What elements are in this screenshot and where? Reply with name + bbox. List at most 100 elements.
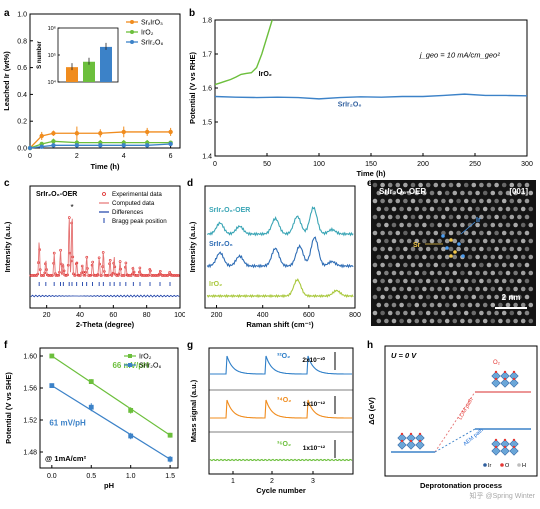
x-tick-label: 20 [43, 312, 51, 319]
atom-column [482, 238, 488, 244]
atom-column [520, 318, 526, 324]
atom-column [410, 262, 416, 268]
condition-note: @ 1mA/cm² [45, 454, 87, 463]
legend-marker [130, 30, 134, 34]
atom-column [467, 302, 473, 308]
series-line [210, 355, 352, 375]
atom-column [524, 198, 530, 204]
atom-column [501, 294, 507, 300]
atom-column [376, 206, 382, 212]
atom-column [410, 214, 416, 220]
atom-column [505, 238, 511, 244]
y-tick-label: 1.8 [202, 18, 212, 25]
legend-label: IrO₂ [141, 30, 154, 37]
atom-column [482, 206, 488, 212]
atom-column [422, 222, 427, 228]
oxygen-atom [503, 370, 507, 374]
atom-column [471, 246, 477, 252]
atom-column [387, 262, 393, 268]
atom-column [460, 238, 465, 244]
atom-column [456, 246, 461, 252]
atom-column [444, 206, 450, 212]
atom-column [441, 230, 446, 236]
atom-column [520, 222, 526, 228]
atom-column [486, 198, 492, 204]
y-tick-label: 1.6 [202, 86, 212, 93]
data-point [51, 139, 56, 144]
experimental-point [164, 274, 168, 277]
atom-column [448, 262, 454, 268]
atom-column [448, 198, 454, 204]
lom-structure [491, 371, 501, 381]
plot-frame [208, 347, 354, 475]
atom-column [406, 238, 412, 244]
atom-column [524, 214, 530, 220]
atom-column [403, 278, 408, 284]
atom-column [429, 238, 435, 244]
atom-column [524, 262, 530, 268]
atom-column [505, 302, 511, 308]
atom-column [437, 270, 442, 276]
atom-column [482, 222, 488, 228]
legend-label: Bragg peak position [112, 218, 167, 225]
atom-column [410, 310, 416, 316]
atom-column [513, 238, 518, 244]
atom-column [437, 206, 442, 212]
atom-column [452, 286, 458, 292]
scale-label: 1x10⁻¹² [303, 445, 326, 452]
atom-column [452, 318, 458, 324]
oxygen-atom [494, 445, 498, 449]
plot-frame [39, 347, 179, 469]
atom-column [513, 270, 518, 276]
atom-column [452, 206, 458, 212]
data-point [168, 141, 173, 147]
series-label: SrIr₂O₆ [209, 241, 233, 248]
oxygen-atom [512, 438, 516, 442]
x-tick-label: 2 [270, 478, 274, 485]
y-tick-label: 1.48 [23, 450, 37, 457]
atom-column [414, 238, 420, 244]
x-tick-label: 60 [109, 312, 117, 319]
atom-column [475, 254, 480, 260]
atom-column [513, 222, 518, 228]
x-axis-label: Cycle number [256, 486, 306, 495]
atom-column [517, 230, 522, 236]
x-tick-label: 1.5 [165, 473, 175, 480]
atom-column [429, 270, 435, 276]
atom-column [444, 190, 450, 196]
oxygen-atom [409, 432, 413, 436]
atom-column [471, 198, 477, 204]
atom-column [429, 302, 435, 308]
atom-column [509, 310, 515, 316]
atom-column [460, 318, 465, 324]
atom-column [463, 182, 469, 188]
legend-marker [483, 463, 487, 467]
atom-column [463, 310, 469, 316]
legend-label: Computed data [112, 200, 155, 207]
atom-column [494, 278, 499, 284]
atom-column [494, 294, 499, 300]
atom-column [520, 206, 526, 212]
atom-column [399, 302, 404, 308]
data-point [74, 131, 80, 136]
legend-label: Ir [488, 463, 492, 469]
atom-column [463, 262, 469, 268]
atom-column [433, 182, 439, 188]
atom-column [513, 206, 518, 212]
atom-column [452, 270, 458, 276]
data-point [98, 131, 103, 136]
atom-column [501, 214, 507, 220]
atom-column [479, 246, 484, 252]
atom-column [384, 190, 389, 196]
atom-column [372, 278, 378, 284]
experimental-point [51, 274, 54, 277]
atom-column [372, 214, 378, 220]
free-energy-diagram: U = 0 V ΔG (eV) Deprotonation process LOM p… [367, 345, 538, 500]
atom-column [463, 214, 469, 220]
atom-column [505, 254, 511, 260]
atom-column [467, 238, 473, 244]
x-tick-label: 200 [211, 312, 223, 319]
data-point [88, 404, 94, 410]
atom-column [456, 278, 461, 284]
ir-site [445, 246, 449, 250]
